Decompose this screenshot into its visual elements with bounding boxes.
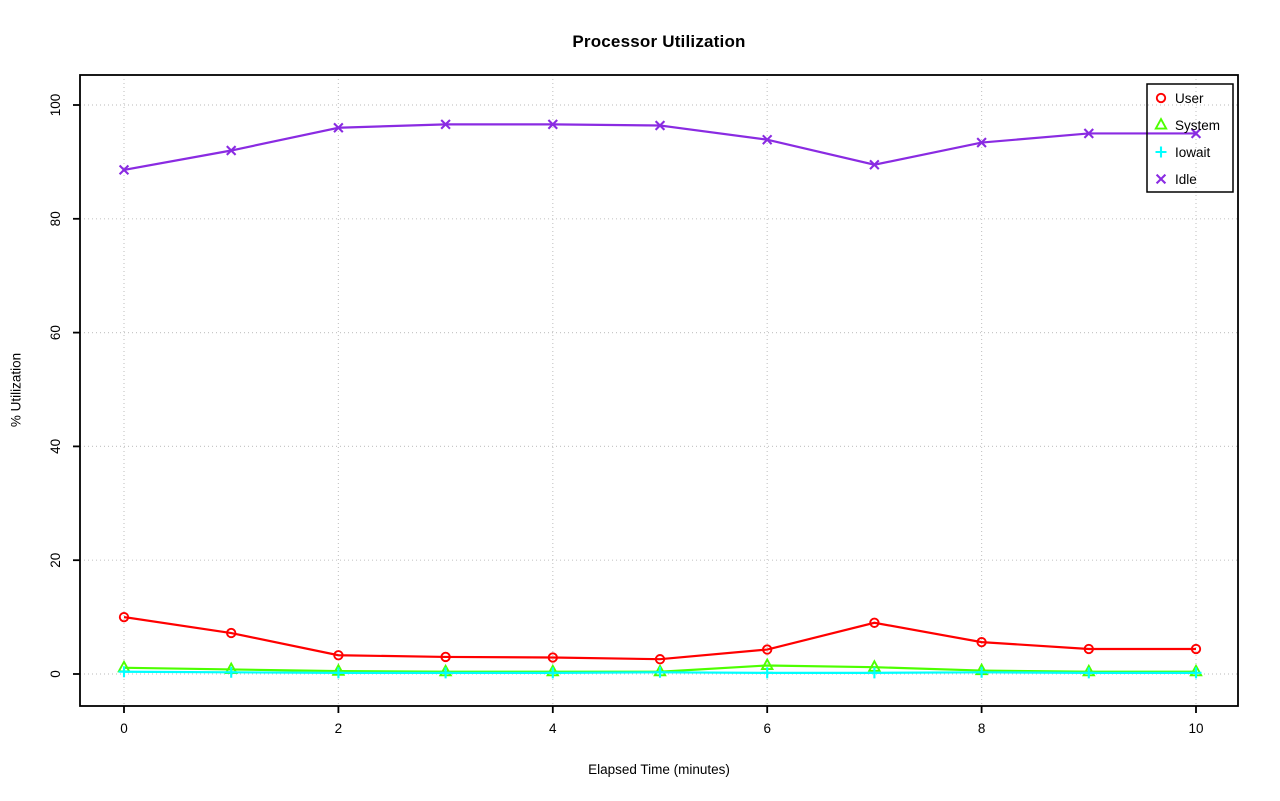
svg-text:0: 0: [48, 670, 63, 678]
y-axis-label: % Utilization: [8, 352, 24, 428]
svg-text:4: 4: [549, 721, 557, 736]
svg-text:60: 60: [48, 325, 63, 340]
series-idle: [118, 119, 1202, 176]
svg-text:0: 0: [120, 721, 128, 736]
x-axis-label: Elapsed Time (minutes): [588, 762, 730, 777]
legend-label: Idle: [1175, 172, 1197, 187]
legend: User System Iowait Idle: [1146, 83, 1234, 193]
gridlines: [80, 75, 1238, 706]
svg-text:8: 8: [978, 721, 986, 736]
legend-label: User: [1175, 91, 1204, 106]
legend-label: Iowait: [1175, 145, 1211, 160]
svg-text:100: 100: [48, 94, 63, 117]
series-user: [118, 611, 1202, 665]
svg-text:10: 10: [1188, 721, 1203, 736]
plot-frame: [79, 74, 1239, 707]
svg-text:40: 40: [48, 439, 63, 454]
svg-text:6: 6: [763, 721, 771, 736]
svg-text:2: 2: [335, 721, 343, 736]
axis-ticks: [73, 104, 1197, 713]
chart-title: Processor Utilization: [572, 32, 746, 51]
svg-text:80: 80: [48, 211, 63, 226]
svg-text:20: 20: [48, 553, 63, 568]
series-iowait: [118, 666, 1202, 679]
legend-label: System: [1175, 118, 1220, 133]
